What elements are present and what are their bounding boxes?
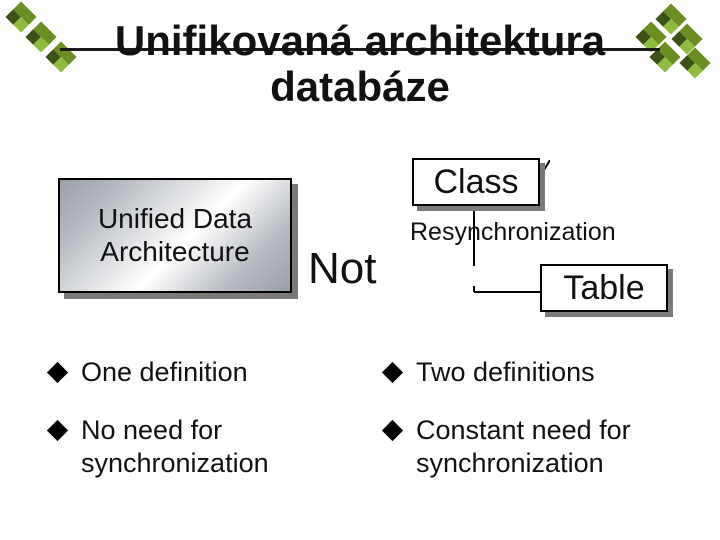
bullet-icon [47, 420, 68, 441]
bullet-text: Two definitions [416, 356, 595, 388]
right-column: Two definitions Constant need for synchr… [385, 356, 695, 505]
bullet-icon [382, 420, 403, 441]
uda-card: Unified Data Architecture [58, 178, 292, 293]
table-label: Table [540, 264, 668, 312]
not-label: Not [308, 244, 376, 294]
class-label: Class [412, 158, 540, 206]
title-line-1: Unifikovaná architektura [115, 17, 605, 64]
title-line-2: databáze [270, 63, 450, 110]
bullet-text: One definition [81, 356, 248, 388]
list-item: One definition [50, 356, 360, 388]
bullet-icon [382, 362, 403, 383]
connector-across [468, 286, 546, 298]
list-item: Constant need for synchronization [385, 414, 695, 479]
bullet-text: No need for synchronization [81, 414, 360, 479]
bullet-text: Constant need for synchronization [416, 414, 695, 479]
uda-line-2: Architecture [100, 236, 249, 267]
resync-label: Resynchronization [410, 218, 616, 247]
list-item: No need for synchronization [50, 414, 360, 479]
table-box: Table [540, 264, 668, 312]
slide-title: Unifikovaná architektura databáze [70, 18, 650, 110]
uda-line-1: Unified Data [98, 203, 252, 234]
class-box: Class [412, 158, 540, 206]
left-column: One definition No need for synchronizati… [50, 356, 360, 505]
list-item: Two definitions [385, 356, 695, 388]
bullet-icon [47, 362, 68, 383]
